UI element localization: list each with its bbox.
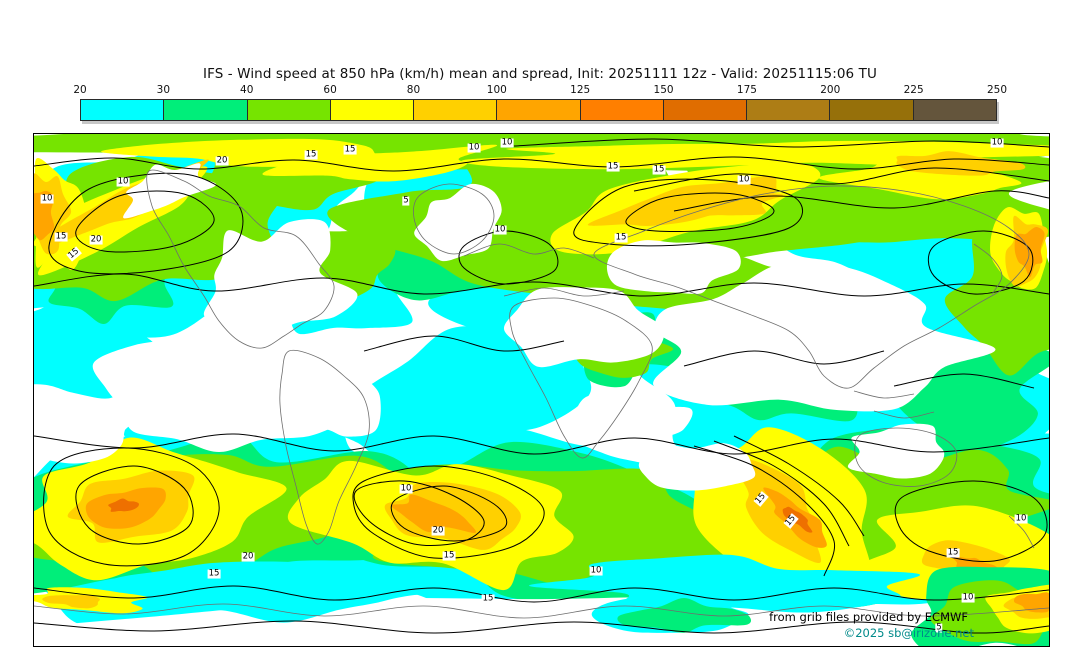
colorbar-segments	[80, 99, 997, 121]
spread-contour-line	[34, 620, 1049, 634]
spread-contour-line	[633, 167, 1049, 192]
colorbar-tick: 80	[406, 84, 421, 96]
coastline	[854, 427, 958, 487]
colorbar-segment	[246, 100, 330, 120]
spread-contour-line	[34, 585, 1049, 603]
world-wind-map: 10 10 15 20 15 20 15 15 10 10 15 15 10 10 5 10 15 10 20 15 1…	[33, 133, 1050, 647]
coastline	[463, 243, 595, 259]
wind-band-region	[818, 153, 1022, 200]
spread-contour-line	[43, 447, 220, 567]
spread-contour-line	[34, 273, 1049, 297]
colorbar-segment	[329, 100, 414, 120]
calm-white-region	[847, 423, 945, 479]
wind-band-region	[42, 595, 100, 609]
spread-contour-line	[34, 156, 1049, 172]
colorbar-ticks: 20 30 40 60 80 100 125 150 175 200 225 250	[73, 84, 1007, 97]
spread-contour-line	[693, 445, 836, 577]
colorbar-tick: 175	[736, 84, 757, 96]
coastline	[413, 183, 495, 255]
colorbar-tick: 30	[156, 84, 171, 96]
colorbar-tick: 40	[240, 84, 254, 96]
colorbar-segment	[496, 100, 580, 120]
spread-contour-line	[733, 435, 865, 537]
spread-contour-line	[513, 138, 1049, 148]
spread-contour-line	[352, 465, 545, 559]
calm-white-region	[606, 240, 741, 294]
spread-contour-line	[75, 190, 215, 253]
coastline	[593, 185, 1030, 389]
colorbar-tick: 150	[653, 84, 674, 96]
wind-band-region	[317, 326, 592, 468]
spread-contour-line	[625, 192, 775, 232]
spread-contour-line	[573, 178, 803, 247]
spread-contour-line	[713, 440, 850, 547]
calm-white-region	[503, 287, 665, 368]
coastline	[873, 410, 935, 419]
coastline	[1008, 515, 1035, 549]
colorbar-tick: 20	[73, 84, 87, 96]
spread-contour-line	[893, 373, 1035, 389]
colorbar-segment	[81, 100, 164, 120]
colorbar-segment	[746, 100, 830, 120]
calm-white-region	[92, 324, 346, 453]
calm-white-region	[414, 183, 502, 262]
coastline	[279, 349, 370, 545]
wind-band-region	[108, 498, 139, 512]
colorbar-segment	[163, 100, 247, 120]
wind-band-region	[587, 175, 777, 227]
spread-contour-line	[75, 465, 194, 545]
spread-contour-line	[894, 480, 1048, 563]
spread-contour-line	[390, 485, 508, 542]
colorbar-segment	[829, 100, 913, 120]
colorbar-segment	[912, 100, 996, 120]
spread-contour-line	[48, 172, 244, 275]
colorbar-tick: 250	[986, 84, 1008, 96]
colorbar-tick: 225	[903, 84, 924, 96]
map-svg	[34, 134, 1049, 646]
wind-band-region	[896, 151, 1026, 176]
colorbar-segment	[413, 100, 497, 120]
colorbar-tick: 100	[486, 84, 507, 96]
wind-band-region	[529, 554, 921, 613]
page-title: IFS - Wind speed at 850 hPa (km/h) mean …	[203, 66, 877, 82]
spread-contour-line	[353, 480, 485, 547]
coastline	[973, 243, 1003, 295]
colorbar-segment	[662, 100, 747, 120]
wind-band-region	[617, 598, 752, 633]
wind-band-region	[262, 144, 498, 182]
data-credit: from grib files provided by ECMWF	[769, 610, 968, 624]
coastline	[509, 297, 653, 459]
coastline	[34, 603, 1049, 619]
spread-contour-line	[363, 335, 565, 352]
copyright-text: ©2025 sb@irizone.net	[843, 626, 974, 640]
calm-white-region	[653, 262, 996, 412]
calm-white-region	[203, 219, 358, 329]
colorbar-tick: 125	[570, 84, 591, 96]
spread-contour-line	[927, 230, 1034, 295]
colorbar-segment	[579, 100, 663, 120]
wind-band-region	[1013, 592, 1049, 613]
coastline	[146, 169, 335, 349]
coastline	[853, 390, 915, 399]
colorbar: 20 30 40 60 80 100 125 150 175 200 225 250	[73, 84, 1007, 121]
spread-contour-line	[673, 190, 1049, 212]
spread-contour-line	[34, 433, 1049, 455]
colorbar-tick: 200	[820, 84, 841, 96]
wind-band-region	[391, 494, 477, 533]
coastline	[503, 287, 625, 297]
colorbar-tick: 60	[323, 84, 337, 96]
spread-contour-line	[683, 350, 885, 367]
